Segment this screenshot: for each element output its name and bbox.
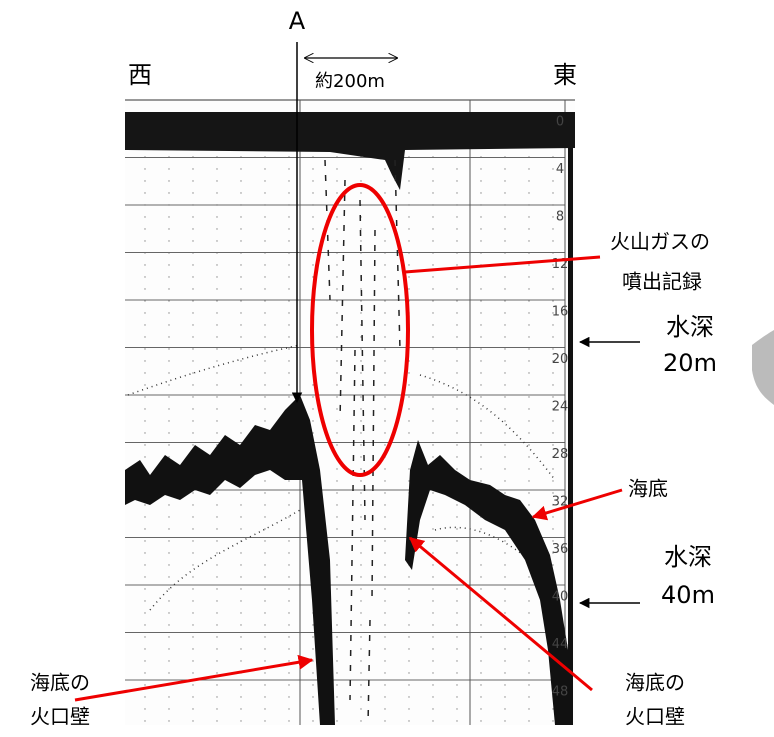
wall-left-arrow <box>74 654 314 702</box>
label-wall-right-1: 海底の <box>625 671 685 695</box>
label-depth20-1: 水深 <box>666 313 714 341</box>
edge-bar <box>568 140 573 725</box>
label-distance: 約200m <box>315 71 385 92</box>
surface-noise <box>125 112 575 190</box>
label-gas-1: 火山ガスの <box>610 230 710 254</box>
label-depth20-2: 20m <box>663 349 717 377</box>
depth-scale-label: 24 <box>552 400 569 415</box>
cropped-shape <box>752 330 774 405</box>
depth-scale-label: 16 <box>552 305 569 320</box>
depth-scale-label: 44 <box>552 637 569 652</box>
wall-right-arrow <box>408 536 593 692</box>
depth-scale-label: 4 <box>556 162 564 177</box>
label-depth40-2: 40m <box>661 581 715 609</box>
label-wall-left-1: 海底の <box>30 671 90 695</box>
dot-grid <box>125 150 565 725</box>
label-a: A <box>289 7 306 35</box>
label-east: 東 <box>553 61 577 89</box>
label-wall-left-2: 火口壁 <box>30 705 90 729</box>
label-seabed: 海底 <box>628 477 668 501</box>
depth-scale-label: 28 <box>552 447 569 462</box>
depth-scale-label: 32 <box>552 495 569 510</box>
gas-plume <box>324 159 401 726</box>
gas-pointer <box>404 255 601 274</box>
depth-scale-label: 0 <box>556 115 564 130</box>
seabed-west <box>125 395 335 725</box>
label-depth40-1: 水深 <box>664 543 712 571</box>
depth-scale-label: 36 <box>552 542 569 557</box>
label-wall-right-2: 火口壁 <box>625 705 685 729</box>
gas-ellipse <box>310 183 410 477</box>
depth-scale-label: 48 <box>552 685 569 700</box>
depth-scale-label: 8 <box>556 210 564 225</box>
label-gas-2: 噴出記録 <box>622 270 702 294</box>
depth-scale-label: 20 <box>552 352 569 367</box>
seabed-arrow <box>531 488 623 521</box>
label-west: 西 <box>128 61 152 89</box>
depth-scale-label: 40 <box>552 590 569 605</box>
seabed-east <box>405 440 568 725</box>
